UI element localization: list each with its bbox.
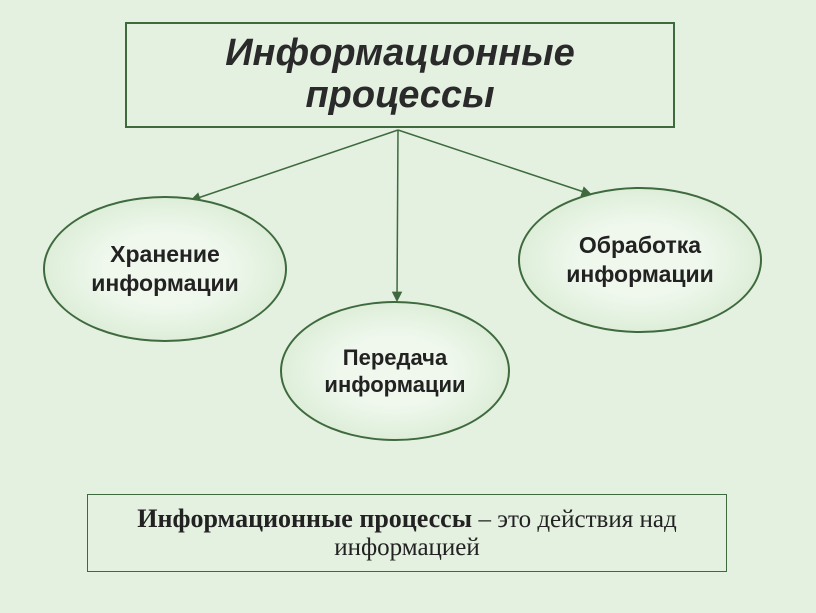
node-processing: Обработка информации <box>518 187 762 333</box>
node-processing-label: Обработка информации <box>520 231 760 289</box>
definition-strong: Информационные процессы <box>137 504 478 533</box>
node-transfer: Передача информации <box>280 301 510 441</box>
title-box: Информационные процессы <box>125 22 675 128</box>
definition-text: Информационные процессы – это действия н… <box>88 504 726 562</box>
diagram-stage: Информационные процессы Хранение информа… <box>0 0 816 613</box>
node-storage-label: Хранение информации <box>45 240 285 298</box>
node-transfer-label: Передача информации <box>282 344 508 399</box>
title-text: Информационные процессы <box>127 33 673 117</box>
node-storage: Хранение информации <box>43 196 287 342</box>
definition-box: Информационные процессы – это действия н… <box>87 494 727 572</box>
